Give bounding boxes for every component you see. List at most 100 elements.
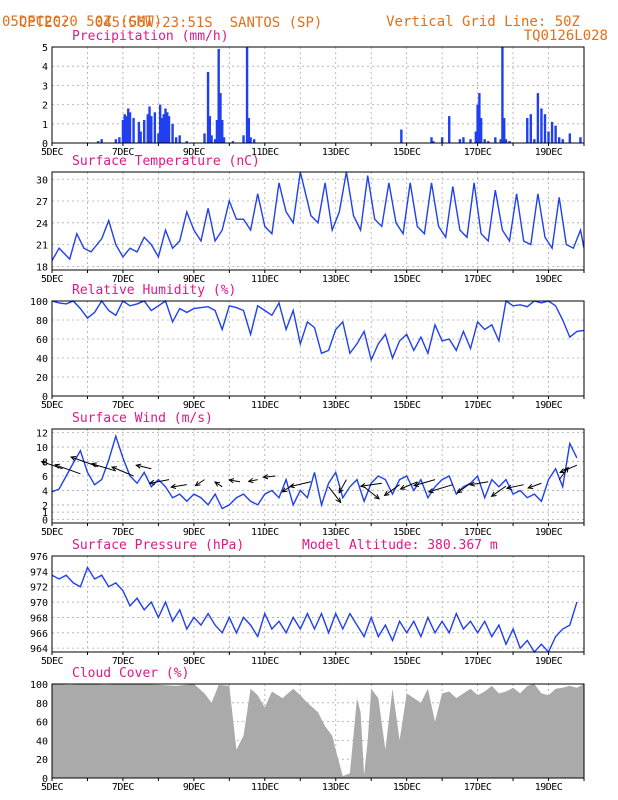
panel-0-bar	[157, 133, 160, 143]
panel-3-wind-vector	[214, 481, 223, 488]
panel-0-bar	[533, 139, 536, 143]
panel-1-xtick-label: 7DEC	[112, 274, 135, 285]
panel-0-bar	[167, 116, 171, 143]
panel-3-wind-vector	[413, 479, 436, 487]
panel-0-bar	[242, 135, 245, 143]
panel-4-xtick-label: 5DEC	[41, 656, 64, 667]
header-code: TQ0126L028	[523, 28, 608, 44]
panel-0-bar	[478, 93, 481, 143]
panel-1-xtick-label: 11DEC	[251, 274, 279, 285]
panel-5-ytick-label: 40	[36, 736, 48, 747]
panel-1-series-line	[51, 171, 585, 261]
panel-1-frame	[51, 171, 585, 271]
panel-4-frame	[51, 555, 585, 653]
panel-3-xtick-label: 5DEC	[41, 527, 64, 538]
panel-0-bar	[137, 121, 141, 143]
panel-3-wind-vector	[248, 479, 258, 482]
panel-5-cloud-area	[52, 684, 584, 778]
panel-5-xtick-label: 17DEC	[464, 782, 492, 793]
panel-0-bar	[249, 137, 252, 143]
panel-4-xtick-label: 19DEC	[535, 656, 563, 667]
header-source-line: CPTEC: 045:56W-23:51S SANTOS (SP)	[2, 2, 322, 30]
panel-0-bar	[206, 71, 210, 143]
panel-3-xtick-label: 15DEC	[393, 527, 421, 538]
panel-3-wind-arrowhead	[170, 483, 177, 489]
panel-5-ytick-label: 80	[36, 699, 48, 710]
panel-3-wind-vector	[559, 464, 578, 473]
panel-4-ytick-label: 972	[30, 583, 48, 594]
header-source: CPTEC:	[18, 15, 70, 31]
panel-0-bar	[162, 114, 165, 143]
panel-0-bar	[499, 139, 502, 143]
panel-2-xtick-label: 19DEC	[535, 400, 563, 411]
panel-0-bar	[474, 131, 478, 143]
panel-3-wind-vector	[506, 484, 524, 489]
panel-2-xtick-label: 5DEC	[41, 400, 64, 411]
panel-0-bar	[100, 139, 103, 143]
panel-0-bar	[166, 112, 169, 143]
panel-3-wind-arrowhead	[247, 477, 254, 484]
panel-0-bar	[494, 137, 497, 143]
header-date: 05DEC2020 50Z (GMT)	[2, 14, 163, 30]
panel-1-ytick-label: 18	[36, 262, 48, 273]
panel-5-xtick-label: 7DEC	[112, 782, 135, 793]
panel-3-wind-vector	[149, 479, 170, 484]
panel-3-wind-arrowhead	[40, 460, 47, 466]
panel-0-bar	[245, 47, 249, 143]
panel-3-wind-vector	[384, 484, 400, 496]
panel-4-ytick-label: 966	[30, 629, 48, 640]
panel-0-xtick-label: 11DEC	[251, 147, 279, 158]
panel-3-wind-vector	[528, 482, 542, 489]
panel-4-xtick-label: 9DEC	[183, 656, 206, 667]
panel-0-frame	[51, 46, 585, 144]
panel-1-xtick-label: 13DEC	[322, 274, 350, 285]
header-location: SANTOS (SP)	[229, 15, 323, 31]
panel-0-bar	[123, 114, 126, 143]
panel-3-wind-arrowhead	[194, 481, 201, 487]
panel-0-bar	[132, 118, 135, 143]
panel-0-bar	[215, 119, 219, 143]
panel-4-xtick-label: 15DEC	[393, 656, 421, 667]
panel-5-frame	[51, 683, 585, 779]
panel-0-xtick-label: 7DEC	[112, 147, 135, 158]
panel-3-wind-arrowhead	[399, 484, 406, 490]
panel-3-wind-vector	[338, 479, 347, 494]
panel-2-ytick-label: 60	[36, 335, 48, 346]
panel-0-bar	[231, 141, 235, 143]
panel-3-xtick-label: 17DEC	[464, 527, 492, 538]
panel-0-bar	[547, 131, 550, 143]
panel-5-ytick-label: 20	[36, 755, 48, 766]
panel-0-bar	[550, 121, 554, 143]
panel-5-ytick-label: 60	[36, 718, 48, 729]
panel-0-bar	[217, 48, 220, 143]
panel-3-wind-arrowhead	[427, 488, 434, 494]
panel-1-ytick-label: 24	[36, 219, 48, 230]
panel-3-wind-vector	[195, 479, 205, 487]
panel-0-bar	[219, 93, 222, 143]
panel-3-ytick-label: 1	[42, 508, 48, 519]
panel-3-ytick-label: 12	[36, 429, 48, 440]
panel-0-bar	[171, 123, 174, 143]
panel-3-wind-arrowhead	[505, 484, 512, 490]
panel-3-wind-arrowhead	[383, 490, 390, 497]
panel-5-ytick-label: 100	[30, 680, 48, 691]
panel-3-wind-arrowhead	[490, 491, 497, 497]
panel-3-wind-arrowhead	[338, 487, 344, 494]
panel-0-bar	[440, 137, 444, 143]
panel-0-bar	[143, 119, 146, 143]
panel-0-bar	[148, 106, 151, 143]
panel-0-ytick-label: 2	[42, 101, 48, 112]
panel-3-wind-arrowhead	[54, 463, 61, 469]
panel-3-wind-vector	[136, 464, 152, 470]
panel-0-bar	[174, 137, 178, 143]
panel-3-wind-arrowhead	[563, 466, 569, 473]
panel-0-bar	[96, 141, 100, 143]
panel-2-ytick-label: 80	[36, 316, 48, 327]
panel-1-xtick-label: 5DEC	[41, 274, 64, 285]
panel-2-ytick-label: 20	[36, 373, 48, 384]
panel-0-bar	[221, 119, 224, 143]
panel-3-wind-arrowhead	[335, 497, 342, 504]
panel-0-bar	[208, 116, 212, 143]
panel-3-wind-vector	[55, 464, 81, 475]
header-coords: 045:56W-23:51S	[94, 15, 213, 31]
